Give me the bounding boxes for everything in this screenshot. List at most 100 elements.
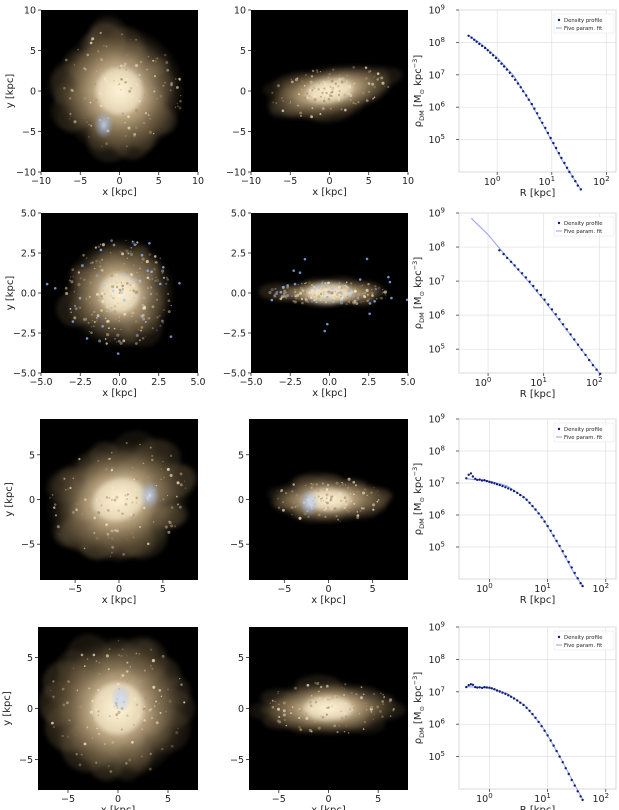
star-particle <box>124 105 125 106</box>
bright-core <box>96 68 143 115</box>
star-particle <box>52 696 54 698</box>
star-particle <box>126 655 127 656</box>
star-particle <box>295 506 297 508</box>
density-point <box>568 773 570 775</box>
star-particle <box>108 327 110 329</box>
star-particle <box>324 298 327 301</box>
star-particle <box>126 146 127 147</box>
star-particle <box>377 501 379 503</box>
x-axis-label: x [kpc] <box>102 595 137 606</box>
star-particle <box>90 711 93 714</box>
tick-exponent: 0 <box>488 792 492 800</box>
tick-exponent: 0 <box>496 175 500 183</box>
density-point <box>550 739 552 741</box>
star-particle <box>122 112 124 114</box>
density-point <box>501 485 503 487</box>
density-point <box>579 795 581 797</box>
y-tick-label: 108 <box>428 653 445 666</box>
young-star <box>54 287 57 290</box>
density-point <box>501 692 503 694</box>
star-particle <box>154 705 155 706</box>
star-particle <box>346 726 347 727</box>
x-tick-label: −5 <box>68 584 82 595</box>
star-particle <box>149 131 152 134</box>
x-tick-label: 5.0 <box>400 377 415 388</box>
star-particle <box>130 666 131 667</box>
star-particle <box>335 496 337 498</box>
star-particle <box>69 97 71 99</box>
star-particle <box>283 713 286 716</box>
star-particle <box>105 45 107 47</box>
x-tick-label: 0.0 <box>322 377 337 388</box>
density-point <box>516 492 518 494</box>
density-point <box>574 572 576 574</box>
star-particle <box>319 289 321 291</box>
tick-exponent: 8 <box>441 241 445 249</box>
star-particle <box>301 298 303 300</box>
density-point <box>568 561 570 563</box>
star-particle <box>100 93 103 96</box>
y-axis-label: ρDM [M⊙ kpc−3] <box>411 463 426 536</box>
star-particle <box>170 89 172 91</box>
star-particle <box>151 717 153 719</box>
young-star <box>46 283 49 286</box>
star-particle <box>348 732 350 734</box>
star-particle <box>73 316 76 319</box>
star-particle <box>114 338 116 340</box>
star-particle <box>376 298 378 300</box>
tick-exponent: 5 <box>441 133 445 141</box>
star-particle <box>345 283 347 285</box>
star-particle <box>272 700 274 702</box>
star-particle <box>377 490 378 491</box>
x-tick-label: 5 <box>160 584 166 595</box>
star-particle <box>352 704 353 705</box>
x-tick-label: 2.5 <box>151 377 166 388</box>
star-particle <box>125 240 126 241</box>
star-particle <box>141 756 143 758</box>
star-particle <box>116 88 118 90</box>
axis-label-part: −3 <box>411 59 419 69</box>
star-particle <box>141 728 143 730</box>
star-particle <box>371 294 374 297</box>
star-particle <box>152 659 155 662</box>
star-particle <box>106 311 107 312</box>
star-particle <box>347 487 348 488</box>
star-particle <box>378 499 380 501</box>
star-particle <box>140 80 142 82</box>
star-particle <box>367 495 368 496</box>
density-point <box>540 516 542 518</box>
star-particle <box>112 290 115 293</box>
star-particle <box>83 67 85 69</box>
star-particle <box>149 118 151 120</box>
star-particle <box>354 298 356 300</box>
y-tick-label: 5 <box>240 46 246 57</box>
star-particle <box>302 295 304 297</box>
star-particle <box>340 299 342 301</box>
star-particle <box>296 494 298 496</box>
density-point <box>510 261 512 263</box>
star-particle <box>62 735 64 737</box>
star-particle <box>125 54 127 56</box>
star-particle <box>380 297 383 300</box>
star-particle <box>101 259 103 261</box>
star-particle <box>156 721 159 724</box>
star-particle <box>63 704 66 707</box>
star-particle <box>163 309 164 310</box>
density-point <box>519 702 521 704</box>
density-point <box>504 693 506 695</box>
star-particle <box>322 483 324 485</box>
star-particle <box>328 709 331 712</box>
star-particle <box>125 69 127 71</box>
star-particle <box>278 507 280 509</box>
star-particle <box>382 293 383 294</box>
star-particle <box>148 278 150 280</box>
star-particle <box>53 726 55 728</box>
x-tick-label: 101 <box>534 792 551 805</box>
star-particle <box>110 770 113 773</box>
axis-label-part: DM <box>418 110 426 121</box>
star-particle <box>147 277 150 280</box>
star-particle <box>325 507 327 509</box>
star-particle <box>135 291 138 294</box>
density-point <box>540 294 542 296</box>
star-particle <box>73 668 74 669</box>
